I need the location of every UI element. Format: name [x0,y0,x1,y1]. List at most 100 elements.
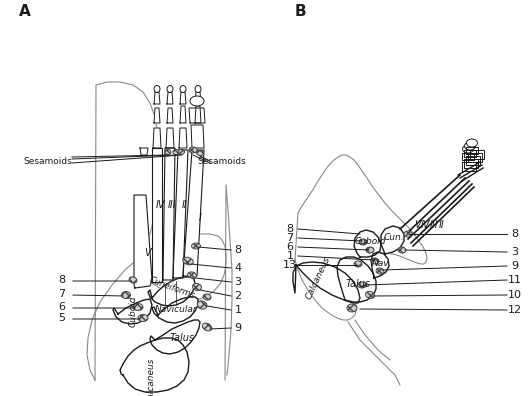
Ellipse shape [359,239,367,245]
Polygon shape [337,257,376,302]
Polygon shape [140,148,148,155]
Polygon shape [464,159,478,168]
Ellipse shape [357,282,366,288]
Polygon shape [167,108,173,123]
Text: Nav.: Nav. [372,259,392,268]
Text: III: III [168,200,176,210]
Ellipse shape [138,314,148,322]
Text: 11: 11 [508,275,522,285]
Text: 3: 3 [512,247,518,257]
Polygon shape [293,262,360,303]
Text: 6: 6 [59,302,65,312]
Text: Talus: Talus [345,279,371,289]
Text: Cuneiforms: Cuneiforms [148,276,196,301]
Text: III: III [430,220,438,230]
Text: Talus: Talus [169,333,194,343]
Text: B: B [294,4,306,19]
Text: 8: 8 [512,229,518,239]
Polygon shape [152,297,198,323]
Polygon shape [152,148,162,282]
Text: 5: 5 [59,313,65,323]
Polygon shape [464,150,476,157]
Text: Sesamoids: Sesamoids [197,156,247,166]
Polygon shape [470,150,484,159]
Ellipse shape [193,284,202,291]
Polygon shape [183,150,204,276]
Polygon shape [381,226,404,254]
Ellipse shape [196,150,203,156]
Polygon shape [154,92,160,104]
Polygon shape [173,150,188,278]
Ellipse shape [366,247,374,253]
Text: 13: 13 [283,260,297,270]
Text: Calcaneus: Calcaneus [304,255,332,301]
Text: I: I [199,213,202,223]
Ellipse shape [398,247,406,253]
Text: Cuboid: Cuboid [354,238,386,246]
Polygon shape [163,148,175,280]
Ellipse shape [190,96,204,106]
Text: 8: 8 [234,245,242,255]
Ellipse shape [195,86,201,93]
Polygon shape [154,108,160,123]
Polygon shape [354,230,381,257]
Polygon shape [462,153,474,160]
Polygon shape [120,338,189,392]
Text: V: V [145,248,152,258]
Text: 12: 12 [508,305,522,315]
Polygon shape [167,92,173,104]
Ellipse shape [467,139,477,147]
Ellipse shape [404,231,412,237]
Text: 3: 3 [234,277,241,287]
Polygon shape [179,128,187,148]
Text: Sesamoids: Sesamoids [24,156,72,166]
Text: A: A [19,4,31,19]
Ellipse shape [202,323,212,331]
Text: 9: 9 [234,323,242,333]
Polygon shape [195,106,201,123]
Text: IV: IV [420,220,430,230]
Text: 2: 2 [234,291,242,301]
Text: IV: IV [155,200,165,210]
Ellipse shape [463,145,474,153]
Polygon shape [189,108,205,123]
Ellipse shape [154,86,160,93]
Ellipse shape [189,147,197,153]
Ellipse shape [365,291,374,299]
Polygon shape [180,92,186,104]
Ellipse shape [133,303,143,310]
Ellipse shape [376,268,384,274]
Ellipse shape [165,150,171,154]
Polygon shape [195,92,201,104]
Polygon shape [371,252,389,278]
Ellipse shape [129,277,137,283]
Text: 1: 1 [287,251,294,261]
Text: 8: 8 [59,275,65,285]
Text: 8: 8 [286,224,294,234]
Polygon shape [468,153,482,162]
Polygon shape [466,156,480,165]
Polygon shape [191,125,204,148]
Polygon shape [466,147,478,154]
Ellipse shape [371,258,379,264]
Polygon shape [148,277,195,306]
Polygon shape [113,299,152,324]
Polygon shape [153,128,161,148]
Polygon shape [150,320,200,354]
Polygon shape [180,106,186,123]
Text: 1: 1 [234,305,241,315]
Polygon shape [166,128,174,148]
Ellipse shape [197,301,207,309]
Ellipse shape [192,243,201,249]
Ellipse shape [183,257,193,265]
Ellipse shape [121,291,130,299]
Text: 6: 6 [287,242,294,252]
Text: 7: 7 [286,233,294,243]
Ellipse shape [173,150,179,154]
Text: II: II [182,200,188,210]
Text: Calcaneus: Calcaneus [146,358,156,396]
Text: Cuboid: Cuboid [128,295,137,327]
Ellipse shape [167,86,173,93]
Ellipse shape [465,142,476,150]
Text: 7: 7 [59,289,65,299]
